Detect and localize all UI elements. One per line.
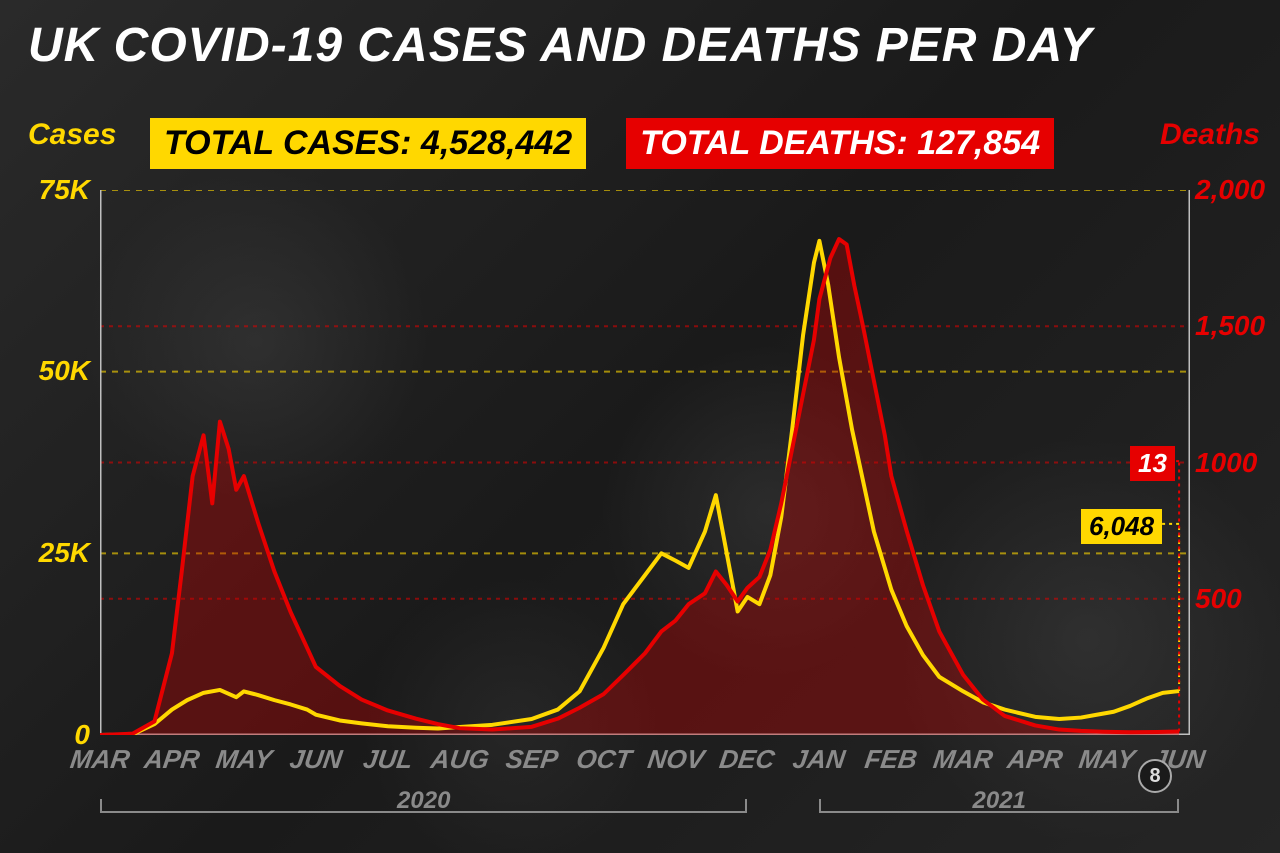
- callout-deaths-latest: 13: [1130, 446, 1175, 481]
- y-left-tick: 75K: [20, 174, 90, 206]
- chart-area: 75K 50K 25K 0 2,000 1,500 1000 500 MARAP…: [100, 190, 1190, 735]
- right-axis-label: Deaths: [1160, 118, 1260, 152]
- y-right-tick: 500: [1195, 583, 1270, 615]
- chart-svg: [100, 190, 1190, 735]
- x-tick-label: JAN: [791, 744, 847, 775]
- day-badge: 8: [1138, 759, 1172, 793]
- chart-title: UK COVID-19 CASES AND DEATHS PER DAY: [28, 18, 1093, 73]
- x-tick-label: DEC: [718, 744, 777, 775]
- total-deaths-badge: TOTAL DEATHS: 127,854: [626, 118, 1054, 169]
- left-axis-label: Cases: [28, 118, 116, 152]
- y-left-tick: 50K: [20, 355, 90, 387]
- y-right-tick: 1,500: [1195, 310, 1270, 342]
- y-left-tick: 25K: [20, 537, 90, 569]
- x-tick-label: JUN: [288, 744, 344, 775]
- x-tick-label: MAY: [214, 744, 274, 775]
- x-tick-label: APR: [1006, 744, 1065, 775]
- x-tick-label: AUG: [429, 744, 491, 775]
- callout-cases-latest: 6,048: [1081, 509, 1162, 544]
- x-tick-label: MAR: [68, 744, 132, 775]
- x-tick-label: JUL: [361, 744, 414, 775]
- y-right-tick: 2,000: [1195, 174, 1270, 206]
- summary-badges: TOTAL CASES: 4,528,442 TOTAL DEATHS: 127…: [150, 118, 1054, 169]
- year-label-2021: 2021: [973, 787, 1026, 815]
- x-tick-label: SEP: [503, 744, 559, 775]
- x-tick-label: APR: [142, 744, 201, 775]
- x-tick-label: MAR: [931, 744, 995, 775]
- x-tick-label: MAY: [1077, 744, 1137, 775]
- x-tick-label: OCT: [574, 744, 633, 775]
- total-cases-badge: TOTAL CASES: 4,528,442: [150, 118, 586, 169]
- y-right-tick: 1000: [1195, 447, 1270, 479]
- x-tick-label: NOV: [645, 744, 706, 775]
- year-label-2020: 2020: [397, 787, 450, 815]
- x-tick-label: FEB: [863, 744, 919, 775]
